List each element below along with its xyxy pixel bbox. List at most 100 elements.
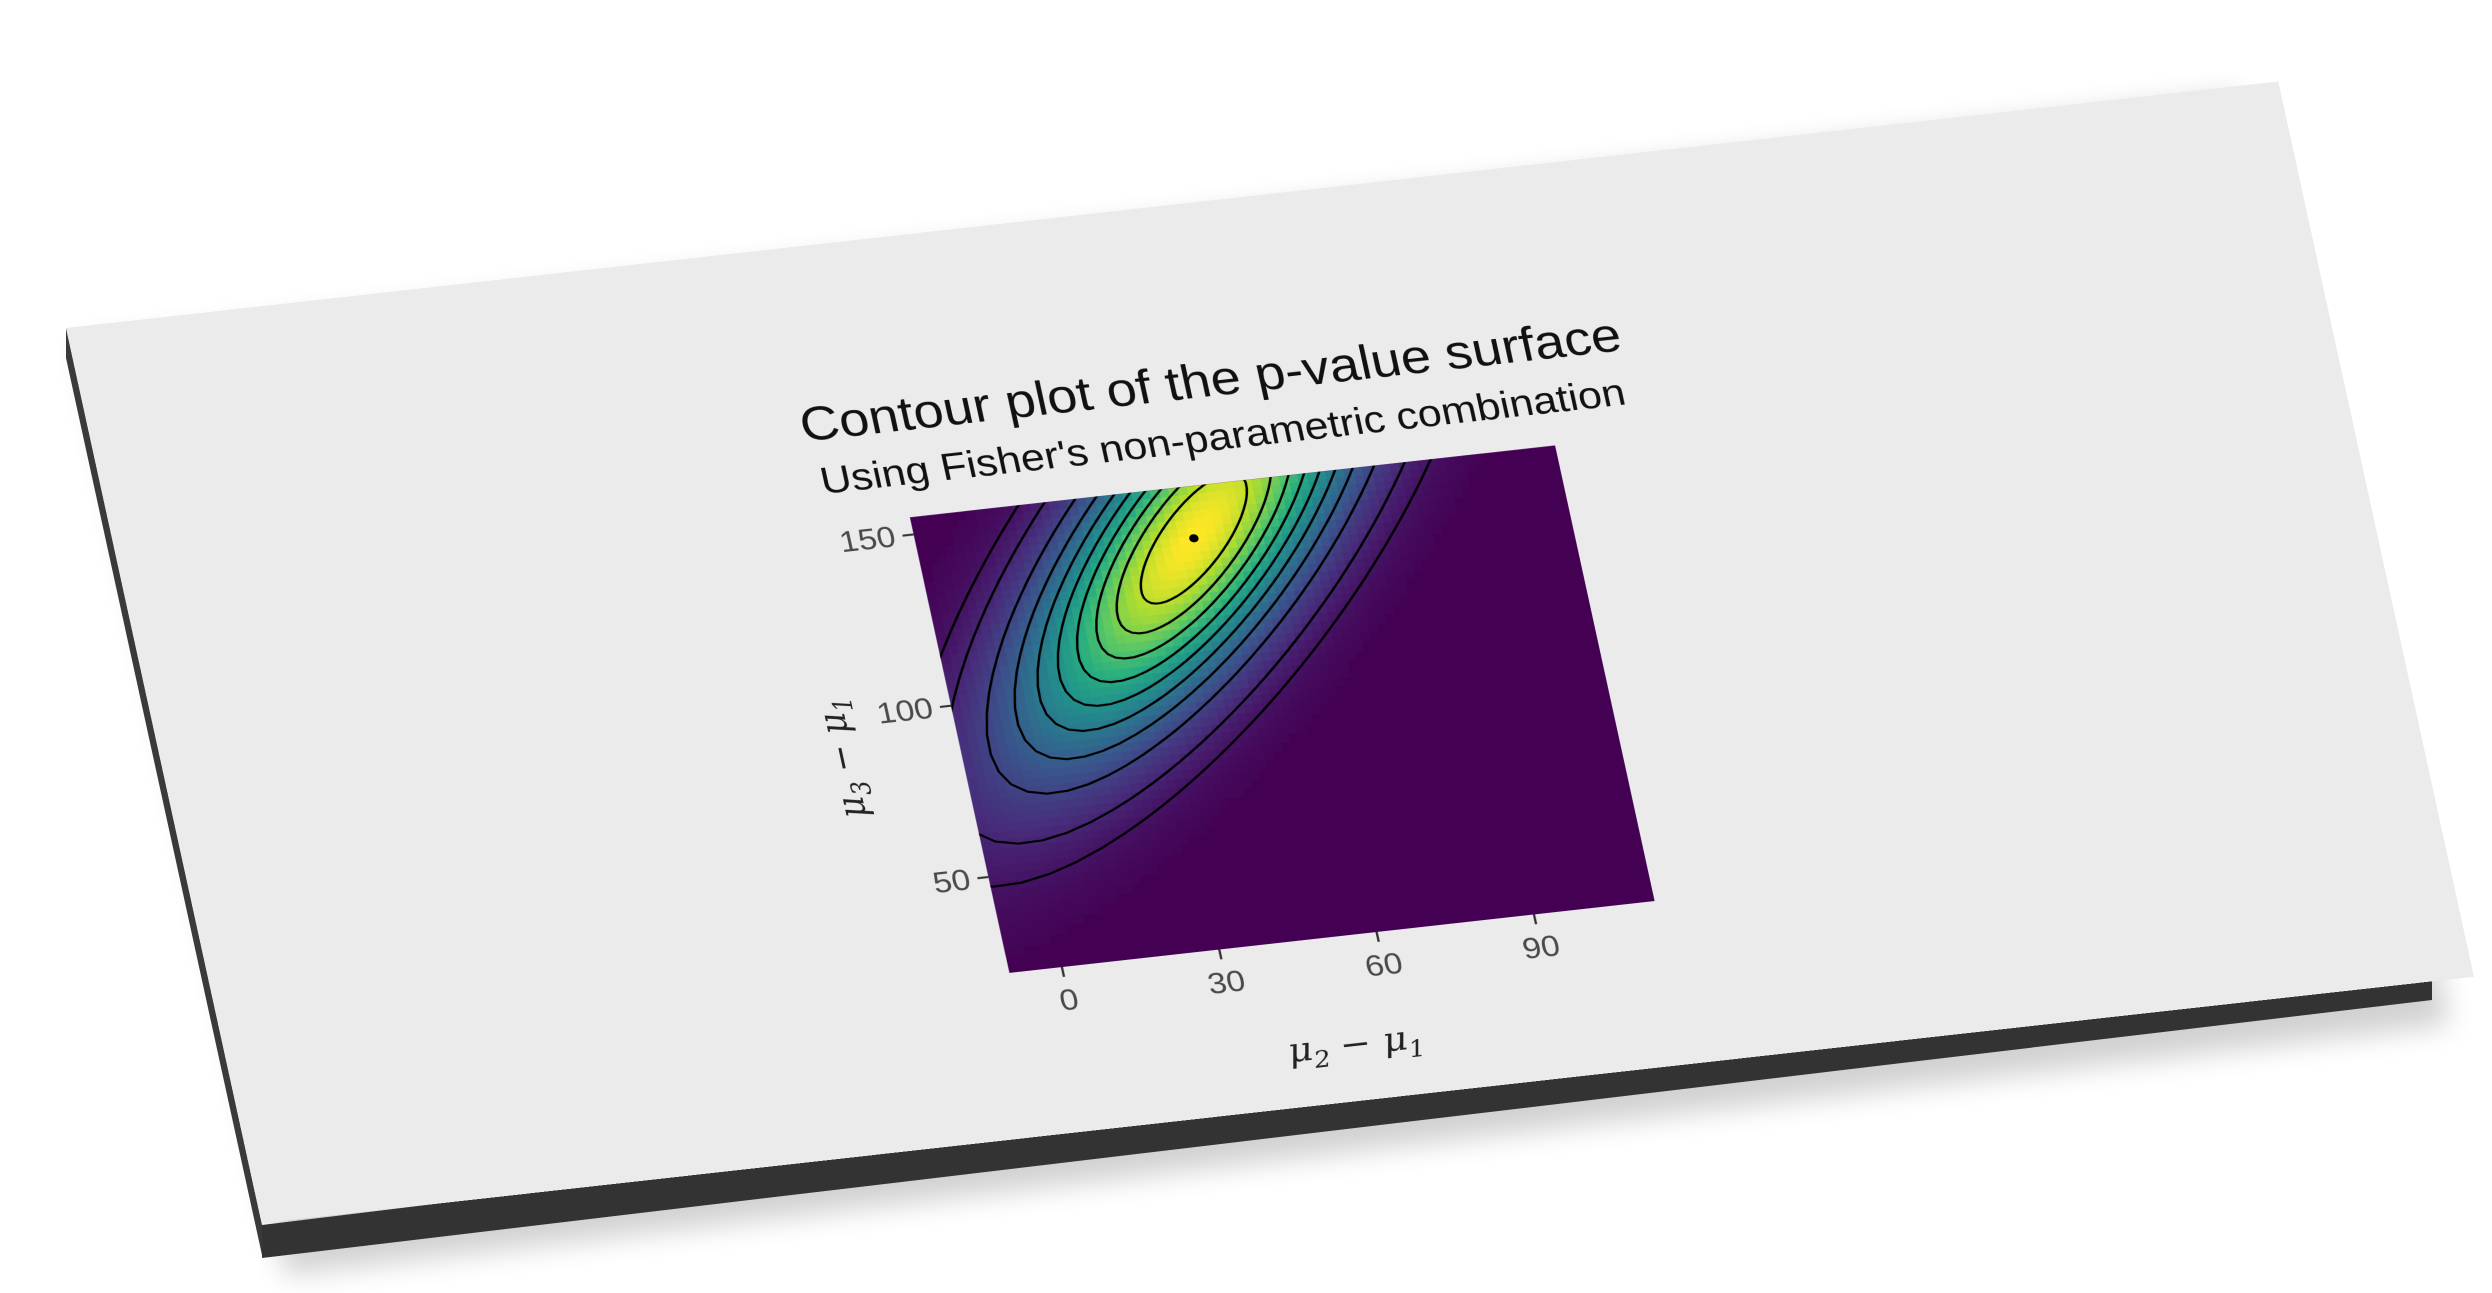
heatmap-cell — [1317, 695, 1329, 706]
heatmap-cell — [1037, 927, 1050, 937]
heatmap-cell — [1094, 712, 1107, 723]
heatmap-cell — [973, 809, 986, 819]
heatmap-cell — [1077, 805, 1089, 816]
heatmap-cell — [1236, 713, 1248, 723]
heatmap-cell — [1063, 915, 1075, 926]
heatmap-cell — [1228, 505, 1241, 516]
heatmap-cell — [1012, 554, 1025, 565]
heatmap-cell — [954, 719, 966, 730]
heatmap-cell — [1317, 612, 1330, 623]
heatmap-cell — [1175, 520, 1187, 530]
heatmap-cell — [1020, 937, 1033, 947]
heatmap-cell — [1176, 786, 1189, 797]
heatmap-cell — [1235, 754, 1248, 765]
heatmap-cell — [1165, 779, 1178, 790]
heatmap-cell — [1252, 528, 1265, 538]
heatmap-cell — [1367, 623, 1380, 634]
heatmap-cell — [1464, 462, 1477, 473]
heatmap-cell — [1249, 686, 1261, 697]
heatmap-cell — [1044, 917, 1057, 928]
heatmap-cell — [1326, 519, 1338, 530]
heatmap-cell — [1041, 859, 1054, 870]
heatmap-cell — [1047, 842, 1059, 853]
heatmap-cell — [1182, 769, 1194, 779]
heatmap-cell — [1372, 473, 1385, 483]
heatmap-cell — [1192, 818, 1205, 828]
heatmap-cell — [1215, 790, 1227, 801]
heatmap-cell — [963, 718, 976, 729]
heatmap-cell — [996, 781, 1008, 792]
heatmap-cell — [1265, 718, 1278, 728]
heatmap-cell — [1403, 527, 1416, 538]
heatmap-cell — [1241, 779, 1253, 790]
x-axis-label-sub2: 1 — [1406, 1034, 1428, 1063]
heatmap-cell — [1234, 488, 1246, 499]
heatmap-cell — [1143, 765, 1156, 775]
heatmap-cell — [1079, 688, 1092, 699]
heatmap-cell — [1227, 630, 1240, 641]
heatmap-cell — [1361, 507, 1373, 518]
heatmap-cell — [1187, 576, 1200, 587]
heatmap-cell — [1124, 850, 1137, 861]
heatmap-cell — [1230, 688, 1243, 699]
heatmap-cell — [1061, 732, 1073, 743]
heatmap-cell — [1259, 602, 1271, 613]
heatmap-cell — [1258, 727, 1270, 738]
heatmap-cell — [1167, 829, 1179, 839]
heatmap-cell — [1007, 788, 1019, 799]
heatmap-cell — [1333, 552, 1345, 563]
heatmap-cell — [1260, 693, 1272, 704]
heatmap-cell — [1125, 767, 1137, 777]
heatmap-cell — [1066, 540, 1078, 551]
heatmap-cell — [1293, 673, 1306, 684]
heatmap-cell — [953, 544, 966, 555]
y-tick-label: 100 — [874, 691, 937, 730]
heatmap-cell — [1233, 530, 1246, 540]
heatmap-cell — [1330, 627, 1343, 638]
heatmap-cell — [1313, 679, 1326, 690]
heatmap-cell — [989, 707, 1002, 718]
heatmap-cell — [1099, 736, 1112, 747]
heatmap-cell — [949, 570, 962, 580]
heatmap-cell — [998, 664, 1011, 675]
heatmap-cell — [1010, 804, 1023, 815]
heatmap-cell — [1362, 557, 1375, 568]
heatmap-cell — [1448, 472, 1460, 483]
heatmap-cell — [1208, 541, 1220, 552]
heatmap-cell — [1232, 480, 1245, 490]
heatmap-cell — [973, 592, 986, 603]
heatmap-cell — [1082, 872, 1094, 882]
heatmap-cell — [1366, 490, 1379, 501]
heatmap-cell — [1023, 603, 1036, 614]
heatmap-cell — [1095, 803, 1108, 814]
heatmap-cell — [1041, 818, 1054, 828]
heatmap-cell — [1142, 715, 1154, 726]
heatmap-cell — [1373, 606, 1385, 616]
heatmap-cell — [1168, 620, 1181, 631]
heatmap-cell — [1312, 629, 1324, 640]
heatmap-cell — [1169, 712, 1182, 722]
heatmap-cell — [1057, 758, 1069, 768]
heatmap-cell — [1150, 839, 1163, 850]
x-tick-mark — [1060, 966, 1066, 977]
heatmap-cell — [1347, 575, 1360, 586]
heatmap-cell — [1096, 853, 1109, 864]
heatmap-cell — [1122, 842, 1135, 853]
contour-line — [1013, 445, 1375, 761]
heatmap-cell — [1086, 763, 1099, 773]
heatmap-cell — [932, 621, 945, 632]
heatmap-cell — [1076, 630, 1089, 641]
heatmap-cell — [1354, 608, 1367, 619]
heatmap-cell — [1278, 691, 1291, 702]
heatmap-cell — [1172, 636, 1184, 647]
heatmap-cell — [1446, 464, 1458, 475]
heatmap-cell — [1061, 691, 1074, 701]
heatmap-cell — [1170, 803, 1183, 814]
heatmap-cell — [1120, 617, 1133, 628]
heatmap-cell — [1023, 778, 1036, 789]
heatmap-cell — [1098, 686, 1110, 697]
heatmap-cell — [1333, 468, 1346, 479]
heatmap-cell — [1400, 469, 1412, 480]
heatmap-cell — [1026, 661, 1039, 672]
heatmap-cell — [1103, 669, 1116, 680]
